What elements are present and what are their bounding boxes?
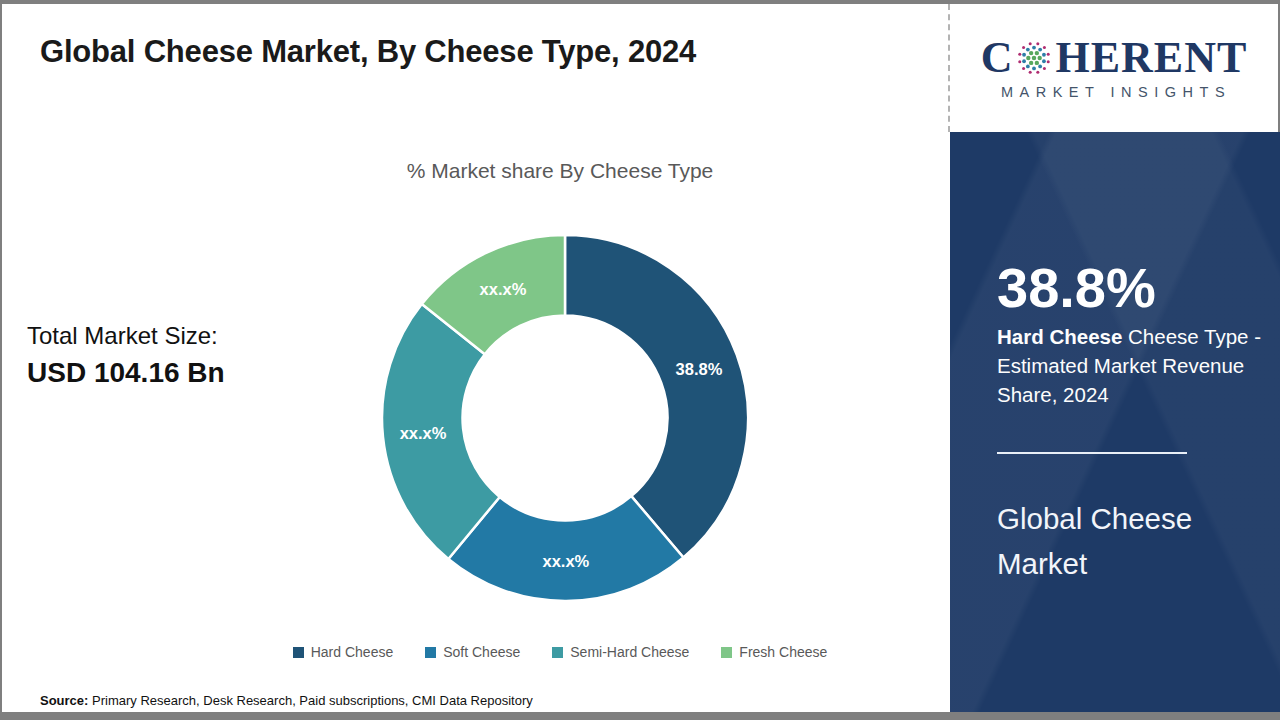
donut-chart-svg: 38.8% xx.x% xx.x% xx.x% [365, 218, 765, 618]
slice-label-fresh-cheese: xx.x% [480, 280, 527, 298]
legend-item-fresh-cheese: Fresh Cheese [721, 644, 827, 660]
logo-subtitle: MARKET INSIGHTS [997, 84, 1231, 100]
logo-letters-rest: HERENT [1055, 36, 1247, 80]
legend-item-soft-cheese: Soft Cheese [425, 644, 520, 660]
logo-wordmark: C HERENT [981, 36, 1248, 80]
headline-percentage: 38.8% [997, 260, 1156, 316]
market-size-value: USD 104.16 Bn [27, 357, 225, 389]
legend-label: Fresh Cheese [739, 644, 827, 660]
legend-swatch-icon [293, 647, 304, 658]
panel-market-title: Global Cheese Market [997, 496, 1237, 586]
legend-label: Hard Cheese [311, 644, 394, 660]
logo-letter-c: C [981, 36, 1014, 80]
market-size-label: Total Market Size: [27, 322, 225, 350]
source-line: Source: Primary Research, Desk Research,… [40, 693, 533, 708]
left-border-bar [0, 0, 2, 720]
source-text: Primary Research, Desk Research, Paid su… [88, 693, 532, 708]
headline-highlight: Hard Cheese [997, 325, 1122, 348]
side-panel: 38.8% Hard Cheese Cheese Type - Estimate… [950, 132, 1280, 712]
slice-label-hard-cheese: 38.8% [676, 360, 723, 378]
headline-description: Hard Cheese Cheese Type - Estimated Mark… [997, 322, 1261, 409]
slice-label-semi-hard-cheese: xx.x% [400, 424, 447, 442]
legend-swatch-icon [721, 647, 732, 658]
market-size-block: Total Market Size: USD 104.16 Bn [27, 322, 225, 389]
divider-line [997, 452, 1187, 454]
logo-box: C HERENT MARKET INSIGHTS [948, 4, 1278, 132]
legend-label: Soft Cheese [443, 644, 520, 660]
legend-swatch-icon [552, 647, 563, 658]
page-title: Global Cheese Market, By Cheese Type, 20… [40, 34, 696, 70]
legend-swatch-icon [425, 647, 436, 658]
chart-legend: Hard Cheese Soft Cheese Semi-Hard Cheese Fr… [160, 644, 960, 660]
infographic-root: Global Cheese Market, By Cheese Type, 20… [0, 0, 1280, 720]
bottom-border-bar [0, 712, 1280, 720]
globe-dots-icon [1015, 39, 1053, 77]
donut-slice-hard-cheese [565, 235, 748, 558]
legend-item-semi-hard-cheese: Semi-Hard Cheese [552, 644, 689, 660]
chart-title: % Market share By Cheese Type [180, 159, 940, 183]
source-label: Source: [40, 693, 88, 708]
legend-item-hard-cheese: Hard Cheese [293, 644, 394, 660]
slice-label-soft-cheese: xx.x% [542, 552, 589, 570]
legend-label: Semi-Hard Cheese [570, 644, 689, 660]
